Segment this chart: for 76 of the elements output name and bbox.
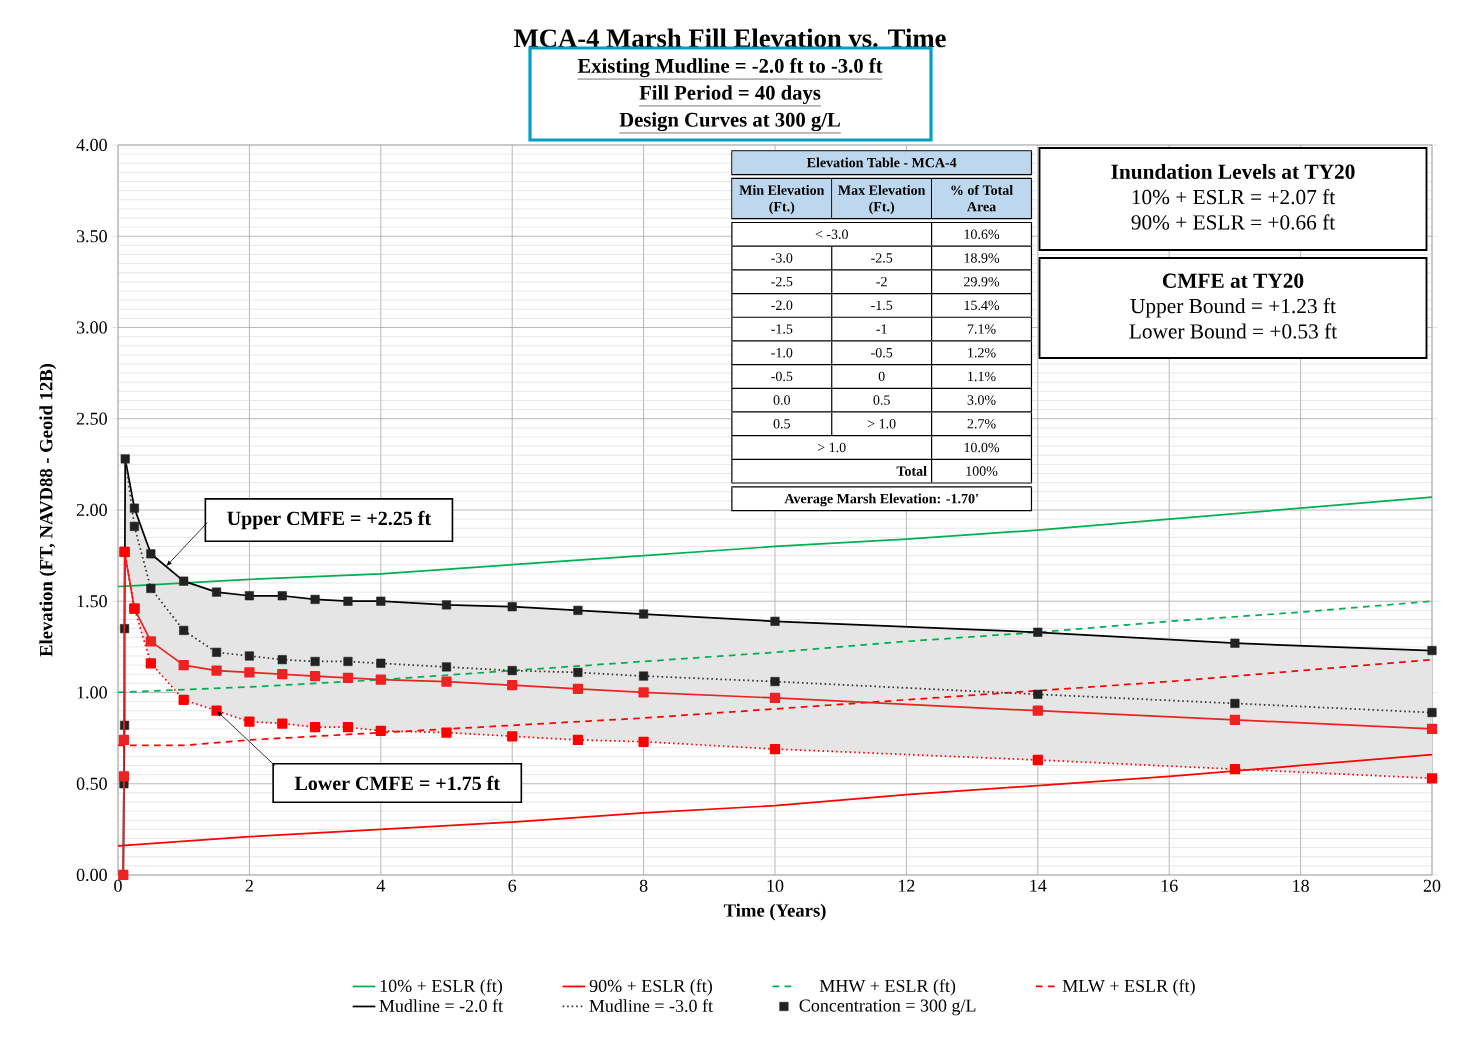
annotation: 10% + ESLR = +2.07 ft	[1132, 189, 1336, 205]
annotation: Inundation Levels at TY20	[1111, 163, 1355, 179]
text: Design Curves at 300 g/L	[619, 112, 840, 132]
annotation: 3.0%	[967, 395, 996, 405]
y-tick-label: 0.00	[76, 868, 107, 882]
annotation: Max Elevation (Ft.)	[838, 185, 926, 215]
annotation: Lower Bound = +0.53 ft	[1129, 323, 1338, 339]
annotation: 10.6%	[964, 229, 1000, 240]
annotation: Average Marsh Elevation: -1.70'	[784, 493, 978, 507]
annotation: 100%	[966, 466, 998, 476]
annotation: 2.7%	[967, 419, 996, 429]
annotation: Elevation Table - MCA-4	[806, 157, 957, 168]
x-tick-label: 8	[639, 879, 648, 892]
x-tick-label: 0	[114, 879, 122, 892]
legend-label: Mudline = -2.0 ft	[379, 999, 503, 1013]
annotation: -1.5	[871, 300, 893, 311]
y-tick-label: 2.00	[76, 503, 107, 517]
text: Fill Period = 40 days	[639, 85, 821, 105]
annotation: 18.9%	[964, 253, 1000, 263]
annotation: -2.0	[771, 300, 793, 311]
annotation: -0.5	[871, 347, 893, 358]
annotation: 0	[878, 371, 885, 382]
legend-label: MHW + ESLR (ft)	[819, 979, 956, 996]
y-tick-label: 3.00	[76, 321, 107, 334]
x-tick-label: 2	[245, 879, 253, 892]
annotation: -1.0	[771, 347, 793, 358]
x-tick-label: 16	[1161, 879, 1178, 892]
x-tick-label: 12	[898, 879, 915, 892]
x-tick-label: 18	[1293, 879, 1309, 892]
legend-label: MLW + ESLR (ft)	[1062, 979, 1195, 996]
text: Existing Mudline = -2.0 ft to -3.0 ft	[577, 58, 883, 78]
annotation: 15.4%	[964, 300, 1000, 311]
annotation: Upper Bound = +1.23 ft	[1130, 298, 1336, 318]
annotation: 1.2%	[968, 347, 996, 358]
y-tick-label: 2.50	[76, 412, 107, 425]
y-tick-label: 1.00	[77, 686, 107, 699]
y-tick-label: 3.50	[76, 230, 107, 243]
annotation: -2.5	[871, 253, 893, 263]
annotation: 7.1%	[967, 324, 996, 334]
y-axis-title: Elevation (FT, NAVD88 - Geoid 12B)	[39, 363, 57, 657]
legend-label: Concentration = 300 g/L	[799, 999, 976, 1016]
annotation: > 1.0	[867, 419, 896, 429]
annotation: 29.9%	[964, 276, 1000, 287]
annotation: CMFE at TY20	[1162, 273, 1304, 288]
x-tick-label: 20	[1423, 879, 1441, 892]
chart-title: MCA-4 Marsh Fill Elevation vs. Time	[514, 28, 946, 48]
annotation: -0.5	[771, 371, 793, 382]
annotation: -1.5	[771, 324, 793, 334]
x-axis-title: Time (Years)	[723, 903, 826, 921]
annotation: Lower CMFE = +1.75 ft	[294, 775, 500, 791]
annotation: -3.0	[771, 253, 793, 263]
annotation: < -3.0	[815, 229, 848, 240]
y-tick-label: 4.00	[76, 138, 107, 152]
annotation: 0.5	[873, 395, 890, 405]
annotation: Upper CMFE = +2.25 ft	[227, 510, 432, 530]
annotation: 0.0	[773, 395, 791, 405]
legend-label: 90% + ESLR (ft)	[589, 979, 712, 996]
annotation: Min Elevation (Ft.)	[739, 185, 825, 215]
annotation: 0.5	[773, 419, 790, 429]
x-tick-label: 10	[767, 879, 784, 892]
annotation: % of Total Area	[951, 184, 1013, 212]
annotation: 1.1%	[968, 371, 996, 382]
annotation: 90% + ESLR = +0.66 ft	[1131, 214, 1336, 230]
legend-label: Mudline = -3.0 ft	[589, 999, 713, 1013]
x-tick-label: 6	[508, 879, 517, 892]
annotation: -2	[876, 276, 887, 287]
annotation: > 1.0	[818, 442, 846, 453]
x-tick-label: 14	[1030, 879, 1047, 892]
x-tick-label: 4	[376, 879, 386, 892]
legend-label: 10% + ESLR (ft)	[380, 979, 503, 996]
annotation: 10.0%	[964, 442, 1000, 453]
y-tick-label: 1.50	[77, 595, 107, 608]
annotation: Total	[896, 465, 927, 476]
annotation: -1	[876, 324, 887, 334]
y-tick-label: 0.50	[76, 777, 107, 790]
annotation: -2.5	[771, 276, 793, 287]
